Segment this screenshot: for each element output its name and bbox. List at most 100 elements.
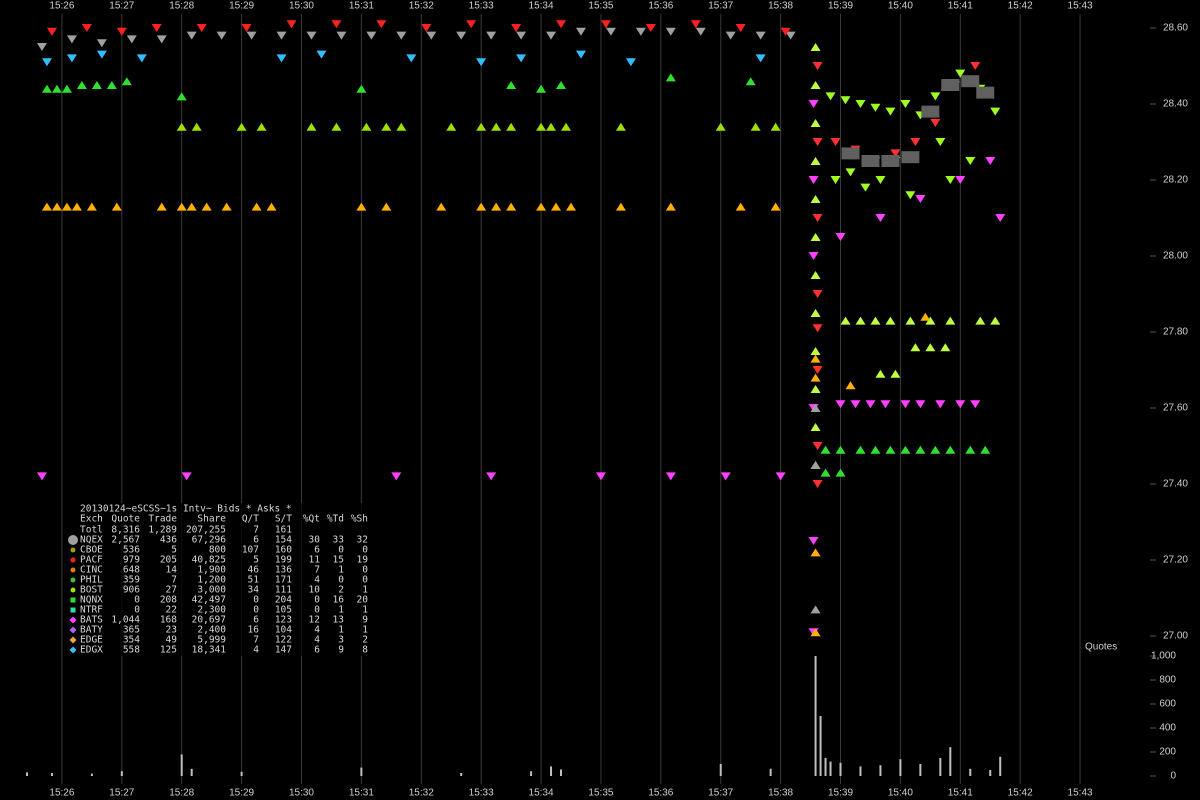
quote-marker	[476, 122, 487, 131]
quote-marker	[476, 202, 487, 211]
table-cell: 154	[275, 535, 292, 546]
quote-marker	[980, 445, 991, 454]
quote-marker	[516, 31, 527, 40]
quote-marker	[785, 31, 796, 40]
quote-marker	[850, 400, 861, 409]
quote-marker	[825, 92, 836, 101]
y2-tick-label: 600	[1159, 699, 1176, 710]
table-background	[64, 503, 376, 656]
quote-count-bar	[120, 771, 123, 776]
legend-marker	[70, 577, 76, 583]
table-cell: 6	[253, 615, 259, 626]
quote-marker	[755, 54, 766, 63]
quote-marker	[810, 628, 821, 637]
table-cell: 7	[171, 575, 177, 586]
table-cell: NTRF	[80, 605, 103, 616]
quote-marker	[46, 27, 57, 36]
quote-marker	[615, 202, 626, 211]
quote-count-bar	[25, 772, 28, 776]
quote-marker	[575, 27, 586, 36]
table-cell: 4	[253, 645, 259, 656]
x-tick-label-bottom: 15:31	[349, 788, 374, 799]
quote-marker	[955, 400, 966, 409]
quote-marker	[116, 27, 127, 36]
quote-marker	[820, 445, 831, 454]
quote-marker	[196, 24, 207, 32]
quote-marker	[506, 81, 517, 89]
x-tick-label-bottom: 15:41	[948, 788, 973, 799]
table-cell: 105	[275, 605, 292, 616]
quote-marker	[466, 20, 477, 29]
x-tick-label-bottom: 15:30	[289, 788, 314, 799]
quote-marker	[436, 202, 447, 211]
table-cell: 1	[338, 625, 344, 636]
quote-marker	[910, 343, 921, 352]
x-tick-label-bottom: 15:38	[768, 788, 793, 799]
x-tick-label-top: 15:28	[169, 1, 194, 12]
legend-marker	[70, 597, 76, 603]
table-cell: 0	[338, 575, 344, 586]
quote-marker	[930, 92, 941, 101]
y2-tick-label: 1,000	[1151, 651, 1176, 662]
quote-marker	[690, 20, 701, 29]
quote-marker	[735, 24, 746, 32]
legend-marker	[69, 626, 77, 634]
table-cell: 7	[253, 635, 259, 646]
quote-marker	[900, 400, 911, 409]
quote-count-bar	[859, 766, 862, 776]
quote-marker	[835, 233, 846, 241]
quote-marker	[855, 316, 866, 325]
quote-marker	[812, 442, 823, 450]
quote-marker	[176, 122, 187, 131]
legend-marker	[69, 616, 77, 624]
y-tick-label: 28.20	[1163, 175, 1188, 186]
quote-marker	[890, 369, 901, 378]
x-tick-label-top: 15:34	[529, 1, 554, 12]
quote-marker	[812, 138, 823, 146]
quote-marker	[106, 81, 117, 89]
quote-marker	[665, 73, 676, 82]
table-cell: 125	[160, 645, 177, 656]
quote-count-bar	[829, 761, 832, 776]
quote-marker	[551, 202, 562, 211]
y-tick-label: 28.60	[1163, 23, 1188, 34]
quote-marker	[556, 20, 567, 29]
quote-marker	[810, 354, 821, 363]
table-cell: 4	[314, 575, 320, 586]
y-tick-label: 27.00	[1163, 631, 1188, 642]
table-cell: 14	[166, 565, 178, 576]
table-header: S/T	[275, 514, 292, 525]
quote-marker	[845, 168, 856, 177]
quote-marker	[735, 202, 746, 211]
quote-marker	[331, 20, 342, 29]
quote-marker	[970, 62, 981, 70]
quote-count-bar	[879, 765, 882, 776]
quote-count-bar	[50, 773, 53, 776]
quote-marker	[201, 202, 212, 211]
table-cell: 5	[253, 555, 259, 566]
quote-marker	[51, 202, 62, 211]
quote-marker	[955, 69, 966, 78]
table-cell: PHIL	[80, 575, 103, 586]
table-cell: 1,900	[197, 565, 226, 576]
table-cell: 27	[166, 585, 177, 596]
legend-marker	[70, 547, 76, 553]
quote-marker	[595, 472, 606, 481]
quote-marker	[808, 176, 819, 184]
x-tick-label-top: 15:43	[1068, 1, 1093, 12]
table-cell: CINC	[80, 565, 103, 576]
quote-marker	[71, 202, 82, 211]
x-tick-label-bottom: 15:43	[1068, 788, 1093, 799]
quote-marker	[665, 472, 676, 481]
table-header: Quote	[111, 514, 140, 525]
quote-block	[841, 147, 860, 160]
table-cell: 33	[333, 535, 344, 546]
table-cell: 0	[253, 595, 259, 606]
quote-count-bar	[719, 764, 722, 776]
x-tick-label-top: 15:38	[768, 1, 793, 12]
quote-marker	[396, 122, 407, 131]
quote-marker	[336, 31, 347, 40]
table-cell: 536	[123, 545, 140, 556]
x-tick-label-top: 15:27	[109, 1, 134, 12]
quote-marker	[812, 62, 823, 70]
